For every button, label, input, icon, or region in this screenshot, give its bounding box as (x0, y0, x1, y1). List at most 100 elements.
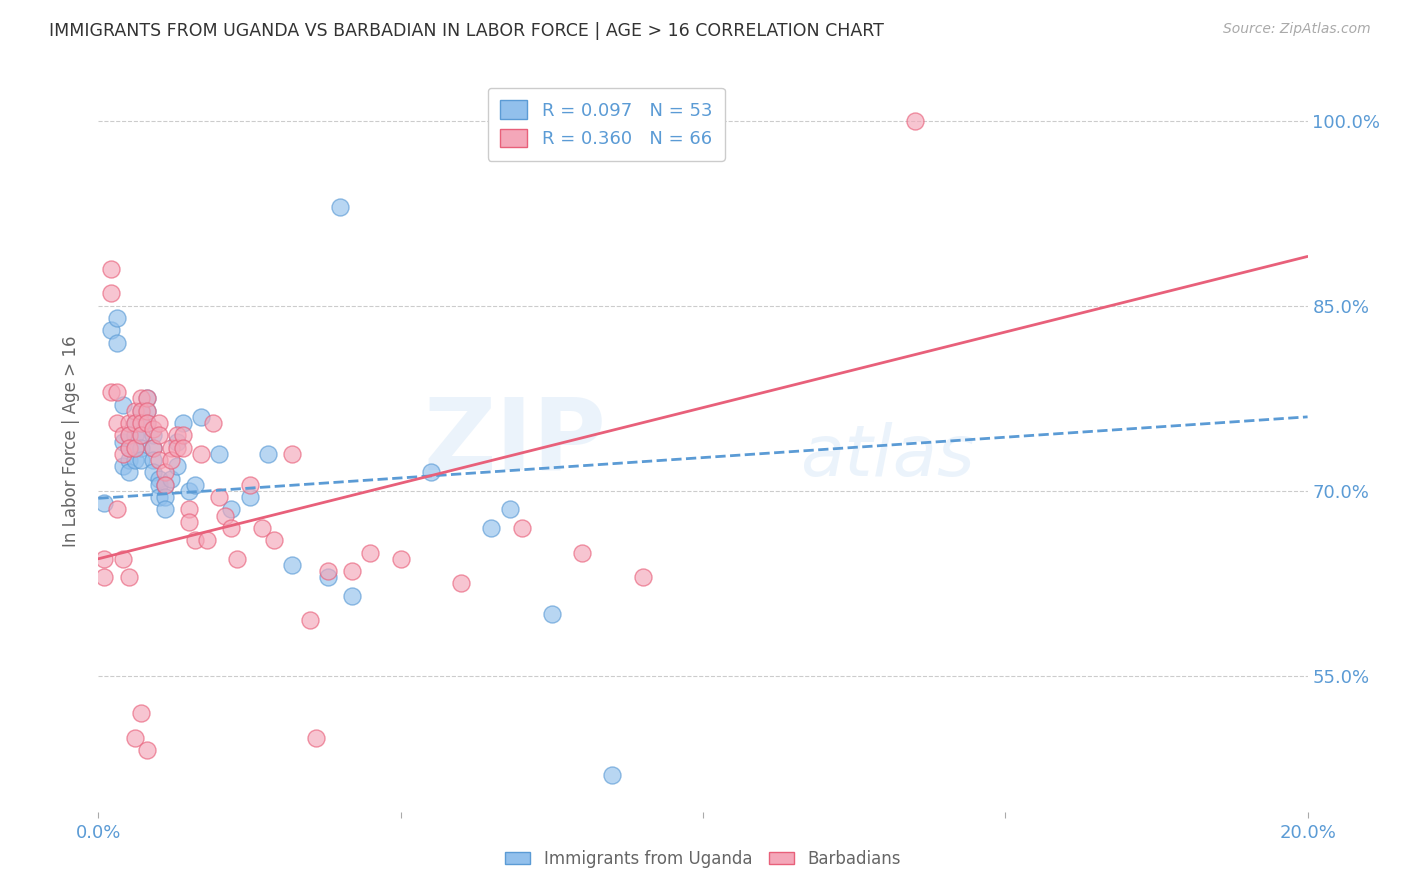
Point (142, 453, 165, 467)
Point (124, 403, 146, 417)
Point (129, 403, 152, 417)
Point (142, 441, 165, 455)
Point (142, 466, 165, 480)
Point (129, 416, 152, 430)
Point (100, 286, 122, 301)
Point (100, 324, 122, 338)
Point (118, 453, 141, 467)
Point (100, 261, 122, 276)
Point (202, 416, 225, 430)
Point (93, 570, 115, 584)
Point (105, 416, 128, 430)
Point (148, 416, 170, 430)
Point (105, 385, 128, 400)
Point (93, 496, 115, 510)
Point (93, 551, 115, 566)
Point (124, 453, 146, 467)
Point (124, 441, 146, 455)
Point (129, 416, 152, 430)
Point (148, 453, 170, 467)
Point (540, 607, 562, 622)
Point (481, 521, 503, 535)
Point (153, 502, 176, 516)
Point (190, 447, 212, 461)
Point (135, 403, 157, 417)
Point (299, 614, 322, 628)
Point (239, 477, 262, 491)
Point (124, 441, 146, 455)
Point (214, 508, 236, 523)
Point (142, 422, 165, 436)
Point (166, 428, 188, 442)
Point (316, 570, 339, 584)
Point (184, 533, 207, 548)
Point (148, 428, 170, 442)
Point (602, 768, 624, 782)
Point (118, 441, 141, 455)
Point (450, 576, 472, 591)
Point (329, 200, 352, 214)
Point (166, 434, 188, 449)
Point (190, 409, 212, 424)
Point (256, 447, 278, 461)
Text: atlas: atlas (800, 422, 974, 491)
Point (148, 477, 170, 491)
Point (135, 392, 157, 406)
Point (263, 533, 285, 548)
Point (281, 447, 304, 461)
Point (100, 385, 122, 400)
Point (111, 551, 134, 566)
Point (118, 466, 141, 480)
Point (129, 706, 152, 720)
Point (129, 428, 152, 442)
Point (124, 416, 146, 430)
Point (148, 472, 170, 486)
Point (239, 490, 262, 504)
Point (118, 570, 141, 584)
Point (179, 515, 201, 529)
Point (111, 447, 134, 461)
Point (111, 459, 134, 474)
Point (195, 533, 218, 548)
Point (129, 453, 152, 467)
Point (184, 477, 207, 491)
Point (135, 416, 157, 430)
Point (904, 113, 927, 128)
Point (111, 428, 134, 442)
Point (124, 731, 146, 745)
Point (179, 483, 201, 498)
Point (498, 502, 520, 516)
Point (226, 551, 249, 566)
Y-axis label: In Labor Force | Age > 16: In Labor Force | Age > 16 (62, 335, 80, 548)
Point (160, 453, 183, 467)
Point (172, 416, 194, 430)
Point (571, 546, 593, 560)
Point (360, 546, 382, 560)
Point (142, 428, 165, 442)
Point (135, 403, 157, 417)
Point (160, 472, 183, 486)
Point (129, 392, 152, 406)
Legend: Immigrants from Uganda, Barbadians: Immigrants from Uganda, Barbadians (499, 844, 907, 875)
Point (135, 392, 157, 406)
Point (389, 551, 412, 566)
Point (160, 441, 183, 455)
Point (153, 466, 176, 480)
Point (135, 416, 157, 430)
Legend: R = 0.097   N = 53, R = 0.360   N = 66: R = 0.097 N = 53, R = 0.360 N = 66 (488, 87, 725, 161)
Point (118, 416, 141, 430)
Point (118, 428, 141, 442)
Point (135, 743, 157, 757)
Text: Source: ZipAtlas.com: Source: ZipAtlas.com (1223, 22, 1371, 37)
Point (342, 564, 364, 578)
Point (153, 490, 176, 504)
Point (250, 521, 273, 535)
Point (118, 428, 141, 442)
Point (281, 558, 304, 572)
Point (118, 441, 141, 455)
Point (221, 521, 243, 535)
Point (105, 311, 128, 326)
Point (221, 502, 243, 516)
Point (420, 466, 443, 480)
Text: ZIP: ZIP (423, 393, 606, 490)
